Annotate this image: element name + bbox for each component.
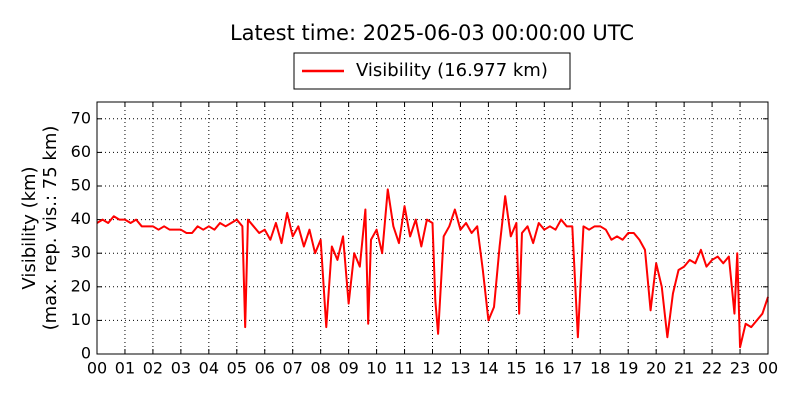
x-tick-label: 09 [338,359,358,378]
x-tick-label: 12 [422,359,442,378]
x-tick-label: 20 [646,359,666,378]
x-tick-label: 06 [255,359,275,378]
y-tick-label: 20 [71,276,91,295]
y-axis-label: (max. rep. vis.: 75 km) [40,126,61,331]
x-tick-label: 18 [590,359,610,378]
x-tick-label: 19 [618,359,638,378]
x-tick-label: 10 [366,359,386,378]
x-tick-label: 11 [394,359,414,378]
y-tick-label: 60 [71,142,91,161]
data-line [96,188,769,349]
x-tick-label: 00 [758,359,778,378]
y-tick-label: 10 [71,310,91,329]
x-tick-label: 14 [478,359,498,378]
x-tick-label: 04 [199,359,219,378]
x-tick-label: 13 [450,359,470,378]
y-axis-label: Visibility (km) [19,166,40,289]
x-tick-label: 00 [87,359,107,378]
x-tick-label: 07 [283,359,303,378]
x-tick-label: 03 [171,359,191,378]
chart-title: Latest time: 2025-06-03 00:00:00 UTC [230,21,634,45]
x-tick-label: 22 [702,359,722,378]
x-tick-label: 01 [115,359,135,378]
y-tick-label: 0 [81,344,91,363]
x-tick-label: 17 [562,359,582,378]
legend-label: Visibility (16.977 km) [356,60,548,81]
x-tick-label: 21 [674,359,694,378]
x-tick-label: 15 [506,359,526,378]
x-tick-label: 05 [227,359,247,378]
y-tick-label: 70 [71,108,91,127]
x-tick-label: 08 [310,359,330,378]
y-tick-label: 50 [71,176,91,195]
x-tick-label: 02 [143,359,163,378]
x-tick-label: 23 [730,359,750,378]
plot-frame [96,101,769,355]
x-tick-label: 16 [534,359,554,378]
y-tick-label: 40 [71,209,91,228]
y-tick-label: 30 [71,243,91,262]
